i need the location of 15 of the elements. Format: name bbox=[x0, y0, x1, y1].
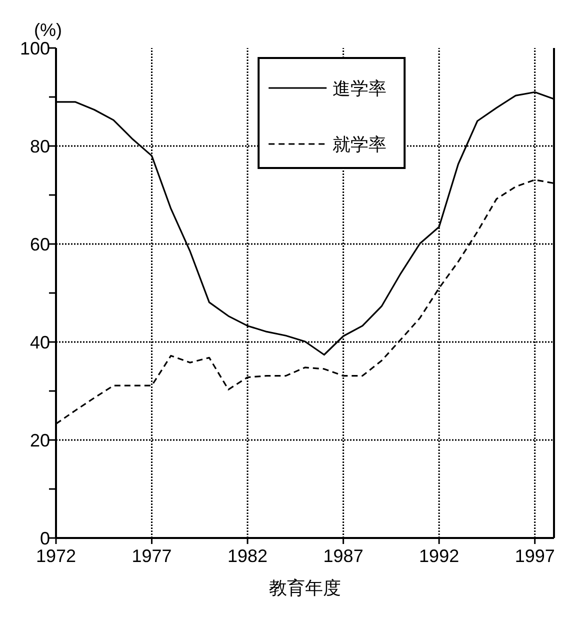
y-tick-label: 0 bbox=[40, 528, 50, 548]
y-tick-label: 60 bbox=[30, 234, 50, 254]
x-tick-label: 1977 bbox=[132, 546, 172, 566]
x-tick-label: 1987 bbox=[323, 546, 364, 566]
y-axis-title: (%) bbox=[34, 20, 62, 40]
x-tick-label: 1992 bbox=[419, 546, 460, 566]
x-tick-label: 1972 bbox=[36, 546, 76, 566]
x-tick-label: 1997 bbox=[514, 546, 555, 566]
y-tick-label: 80 bbox=[30, 136, 50, 156]
legend-label: 進学率 bbox=[332, 78, 387, 98]
x-tick-label: 1982 bbox=[228, 546, 268, 566]
y-tick-label: 20 bbox=[30, 430, 50, 450]
y-tick-label: 40 bbox=[30, 332, 50, 352]
legend-label: 就学率 bbox=[332, 134, 387, 154]
x-axis-title: 教育年度 bbox=[269, 578, 341, 598]
